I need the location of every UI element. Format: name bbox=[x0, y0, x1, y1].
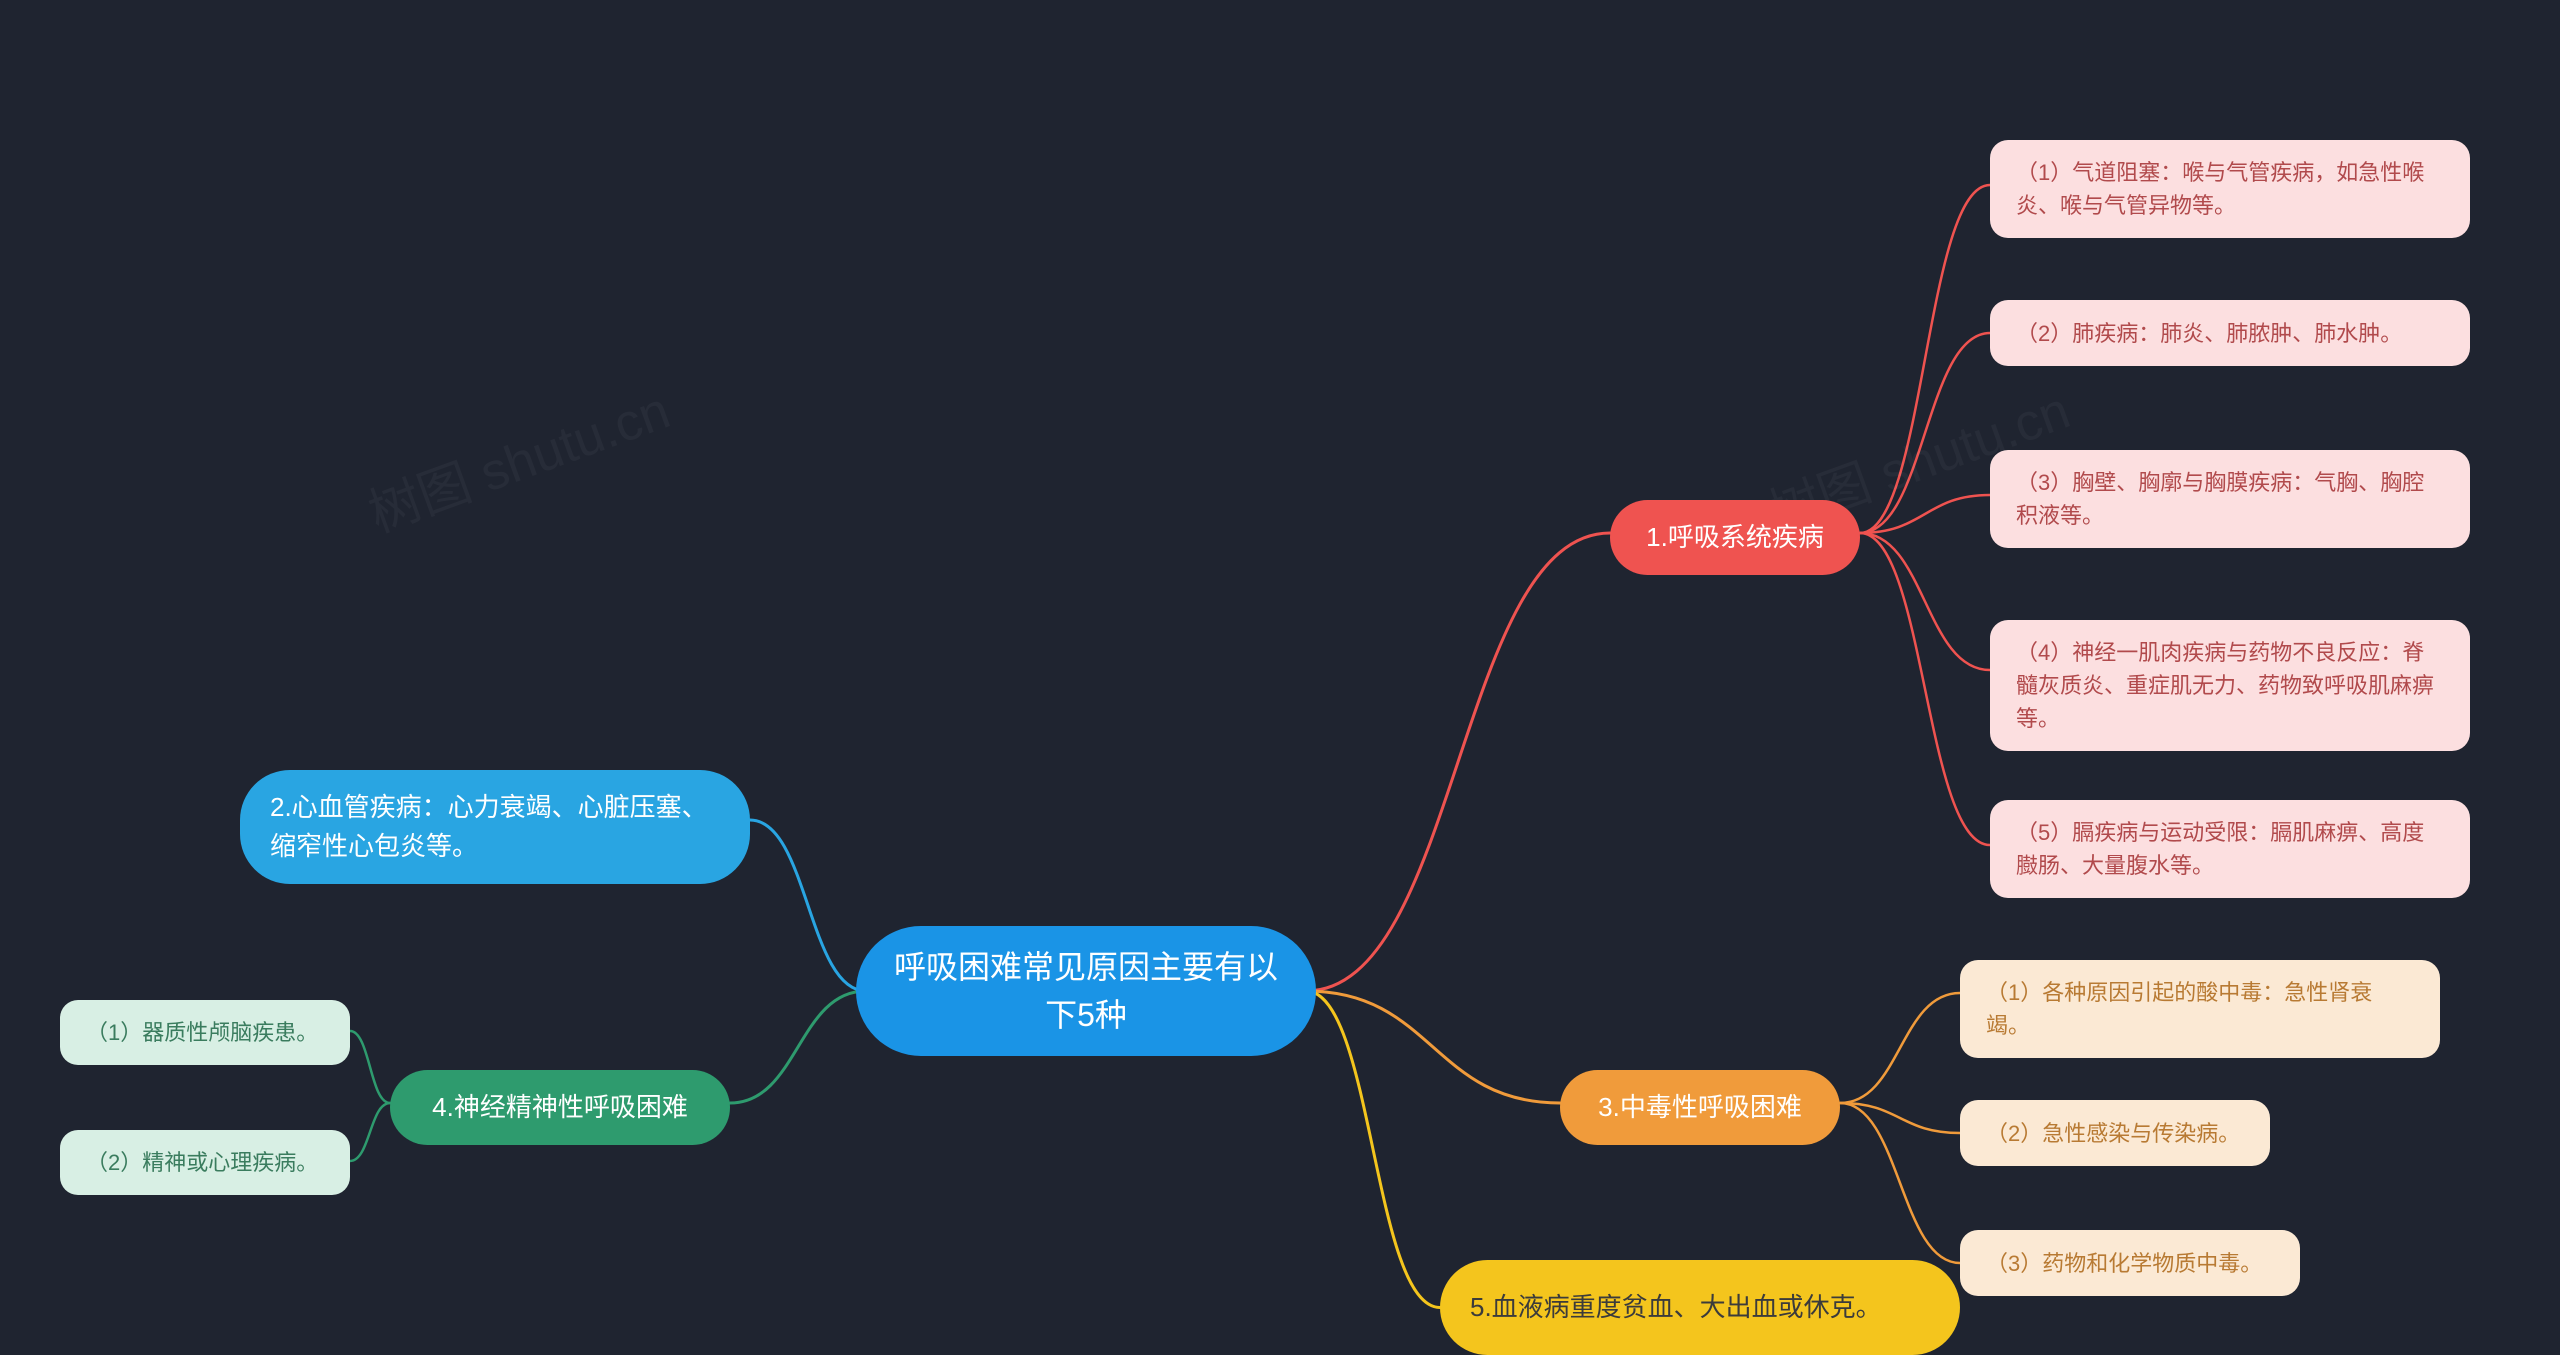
center-topic[interactable]: 呼吸困难常见原因主要有以下5种 bbox=[856, 926, 1316, 1056]
center-topic-label: 呼吸困难常见原因主要有以下5种 bbox=[886, 943, 1286, 1039]
leaf-node[interactable]: （1）器质性颅脑疾患。 bbox=[60, 1000, 350, 1065]
leaf-node[interactable]: （2）肺疾病：肺炎、肺脓肿、肺水肿。 bbox=[1990, 300, 2470, 366]
leaf-label: （1）器质性颅脑疾患。 bbox=[86, 1016, 318, 1049]
leaf-label: （1）气道阻塞：喉与气管疾病，如急性喉炎、喉与气管异物等。 bbox=[2016, 156, 2444, 222]
branch-label: 3.中毒性呼吸困难 bbox=[1598, 1088, 1802, 1127]
leaf-node[interactable]: （3）胸壁、胸廓与胸膜疾病：气胸、胸腔积液等。 bbox=[1990, 450, 2470, 548]
leaf-label: （2）急性感染与传染病。 bbox=[1986, 1117, 2240, 1150]
leaf-label: （5）膈疾病与运动受限：膈肌麻痹、高度臌肠、大量腹水等。 bbox=[2016, 816, 2444, 882]
leaf-node[interactable]: （4）神经一肌肉疾病与药物不良反应：脊髓灰质炎、重症肌无力、药物致呼吸肌麻痹等。 bbox=[1990, 620, 2470, 751]
watermark: 树图 shutu.cn bbox=[357, 368, 679, 546]
leaf-label: （4）神经一肌肉疾病与药物不良反应：脊髓灰质炎、重症肌无力、药物致呼吸肌麻痹等。 bbox=[2016, 636, 2444, 735]
leaf-node[interactable]: （1）各种原因引起的酸中毒：急性肾衰竭。 bbox=[1960, 960, 2440, 1058]
leaf-node[interactable]: （2）急性感染与传染病。 bbox=[1960, 1100, 2270, 1166]
branch-node-b1[interactable]: 1.呼吸系统疾病 bbox=[1610, 500, 1860, 575]
branch-label: 2.心血管疾病：心力衰竭、心脏压塞、缩窄性心包炎等。 bbox=[270, 788, 720, 866]
branch-node-b2[interactable]: 2.心血管疾病：心力衰竭、心脏压塞、缩窄性心包炎等。 bbox=[240, 770, 750, 884]
leaf-node[interactable]: （5）膈疾病与运动受限：膈肌麻痹、高度臌肠、大量腹水等。 bbox=[1990, 800, 2470, 898]
leaf-label: （3）胸壁、胸廓与胸膜疾病：气胸、胸腔积液等。 bbox=[2016, 466, 2444, 532]
leaf-label: （3）药物和化学物质中毒。 bbox=[1986, 1247, 2262, 1280]
leaf-label: （2）精神或心理疾病。 bbox=[86, 1146, 318, 1179]
leaf-label: （2）肺疾病：肺炎、肺脓肿、肺水肿。 bbox=[2016, 317, 2402, 350]
leaf-node[interactable]: （3）药物和化学物质中毒。 bbox=[1960, 1230, 2300, 1296]
leaf-node[interactable]: （2）精神或心理疾病。 bbox=[60, 1130, 350, 1195]
branch-label: 1.呼吸系统疾病 bbox=[1646, 518, 1824, 557]
branch-label: 5.血液病重度贫血、大出血或休克。 bbox=[1470, 1288, 1882, 1327]
branch-label: 4.神经精神性呼吸困难 bbox=[432, 1088, 688, 1127]
branch-node-b5[interactable]: 5.血液病重度贫血、大出血或休克。 bbox=[1440, 1260, 1960, 1355]
branch-node-b3[interactable]: 3.中毒性呼吸困难 bbox=[1560, 1070, 1840, 1145]
leaf-node[interactable]: （1）气道阻塞：喉与气管疾病，如急性喉炎、喉与气管异物等。 bbox=[1990, 140, 2470, 238]
branch-node-b4[interactable]: 4.神经精神性呼吸困难 bbox=[390, 1070, 730, 1145]
leaf-label: （1）各种原因引起的酸中毒：急性肾衰竭。 bbox=[1986, 976, 2414, 1042]
